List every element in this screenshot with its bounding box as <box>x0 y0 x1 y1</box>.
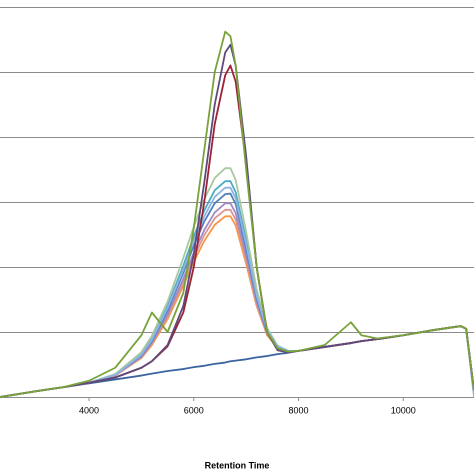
series-line <box>0 30 474 398</box>
x-axis-title: Retention Time <box>205 460 270 470</box>
plot-lines <box>0 30 474 398</box>
series-line <box>0 180 474 398</box>
series-line <box>0 208 474 398</box>
x-tick-label: 8000 <box>289 405 309 415</box>
x-tick-label: 10000 <box>391 405 416 415</box>
x-tick-label: 6000 <box>184 405 204 415</box>
x-tick-label: 4000 <box>79 405 99 415</box>
series-line <box>0 215 474 398</box>
